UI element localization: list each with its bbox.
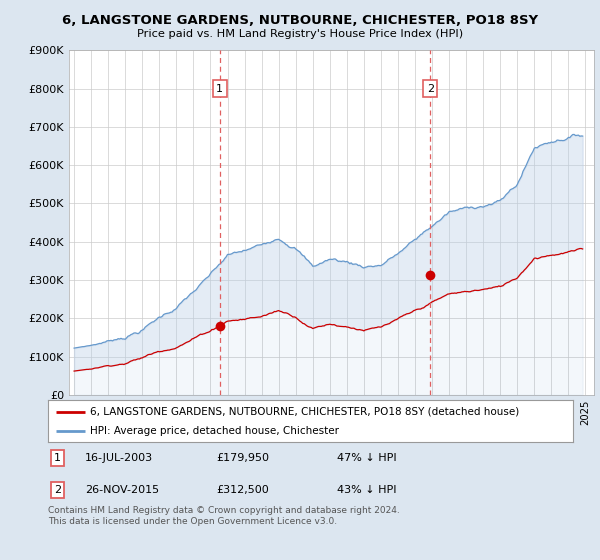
Text: 47% ↓ HPI: 47% ↓ HPI: [337, 453, 397, 463]
Text: 26-NOV-2015: 26-NOV-2015: [85, 485, 159, 495]
Text: Price paid vs. HM Land Registry's House Price Index (HPI): Price paid vs. HM Land Registry's House …: [137, 29, 463, 39]
Text: 6, LANGSTONE GARDENS, NUTBOURNE, CHICHESTER, PO18 8SY: 6, LANGSTONE GARDENS, NUTBOURNE, CHICHES…: [62, 14, 538, 27]
Text: 2: 2: [54, 485, 61, 495]
Text: Contains HM Land Registry data © Crown copyright and database right 2024.
This d: Contains HM Land Registry data © Crown c…: [48, 506, 400, 526]
Text: £312,500: £312,500: [216, 485, 269, 495]
Text: 1: 1: [54, 453, 61, 463]
Text: 2: 2: [427, 83, 434, 94]
Text: 6, LANGSTONE GARDENS, NUTBOURNE, CHICHESTER, PO18 8SY (detached house): 6, LANGSTONE GARDENS, NUTBOURNE, CHICHES…: [90, 407, 519, 417]
Text: HPI: Average price, detached house, Chichester: HPI: Average price, detached house, Chic…: [90, 426, 339, 436]
Text: £179,950: £179,950: [216, 453, 269, 463]
Text: 1: 1: [216, 83, 223, 94]
Text: 16-JUL-2003: 16-JUL-2003: [85, 453, 153, 463]
Text: 43% ↓ HPI: 43% ↓ HPI: [337, 485, 396, 495]
